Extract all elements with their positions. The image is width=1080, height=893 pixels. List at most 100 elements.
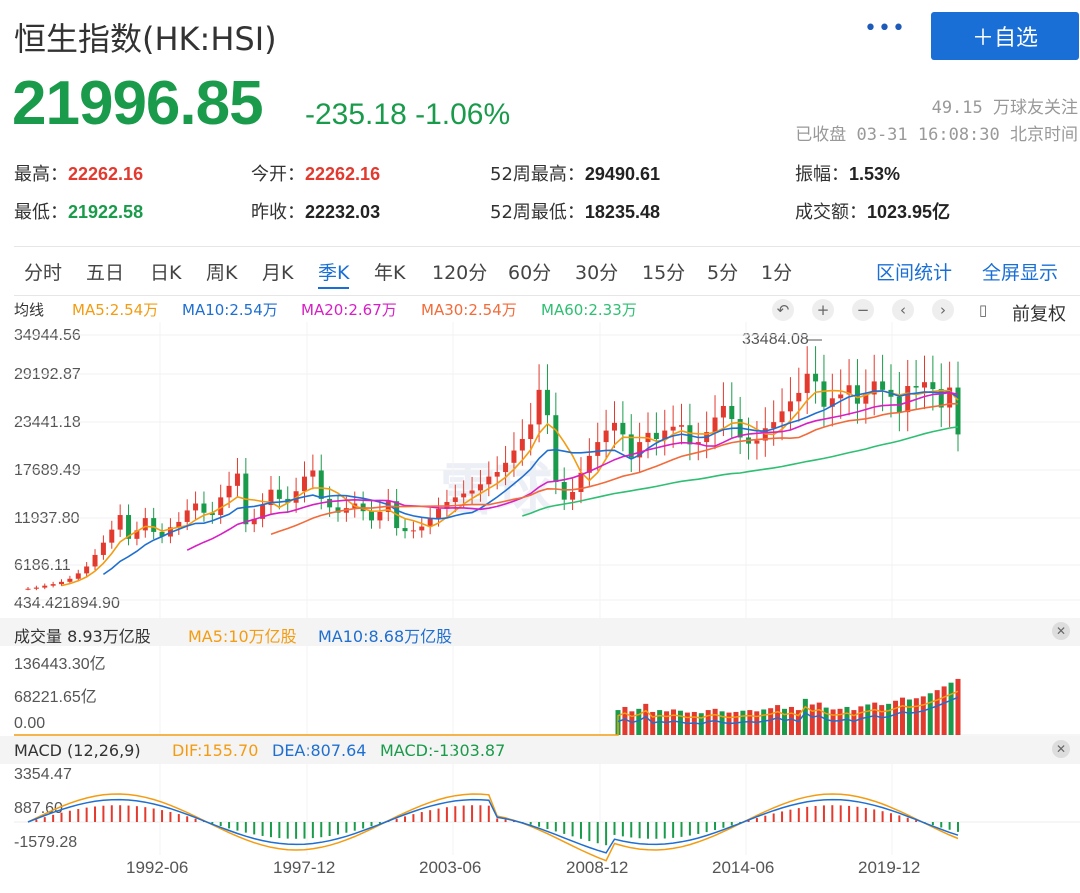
stat-open: 今开：22262.16: [251, 164, 381, 185]
candle-body: [620, 422, 626, 435]
period-tabs: 分时 五日 日K 周K 月K 季K 年K 120分 60分 30分 15分 5分…: [14, 246, 1080, 296]
volume-bar: [761, 709, 767, 735]
volume-bar: [643, 703, 649, 735]
candle-body: [276, 489, 282, 499]
volume-bar: [934, 690, 940, 735]
volume-bar: [899, 697, 905, 735]
candle-body: [402, 528, 408, 532]
macd-dea-label: DEA:807.64: [272, 741, 367, 760]
add-watchlist-button[interactable]: ＋自选: [931, 12, 1079, 60]
candle-body: [729, 405, 735, 420]
candle-body: [436, 508, 442, 519]
x-tick-label: 2014-06: [712, 858, 775, 877]
volume-bar: [795, 710, 801, 735]
x-tick-label: 2019-12: [858, 858, 921, 877]
candle-body: [209, 512, 215, 516]
scroll-left-icon[interactable]: ‹: [892, 299, 914, 321]
range-stats-link[interactable]: 区间统计: [876, 262, 953, 284]
candle-body: [234, 473, 240, 486]
quote-header: 恒生指数(HK:HSI) ••• ＋自选 21996.85 -235.18 -1…: [0, 0, 1080, 240]
candle-body: [662, 430, 668, 440]
volume-bar: [657, 710, 663, 735]
candle-body: [92, 554, 98, 567]
volume-bar: [893, 700, 899, 735]
candle-body: [804, 373, 810, 393]
stat-amplitude: 振幅：1.53%: [795, 164, 901, 185]
stat-turnover: 成交额：1023.95亿: [795, 202, 951, 223]
candle-body: [310, 470, 316, 477]
tab-yearly-k[interactable]: 年K: [374, 262, 406, 284]
ma-line: [61, 389, 959, 587]
adjust-type-select[interactable]: 前复权: [1012, 304, 1066, 325]
candle-body: [301, 476, 307, 492]
candle-body: [863, 394, 869, 404]
candle-body: [930, 382, 936, 390]
tab-5day[interactable]: 五日: [86, 262, 125, 284]
market-status: 已收盘 03-31 16:08:30 北京时间: [795, 125, 1078, 145]
candle-body: [921, 382, 927, 388]
candle-body: [410, 530, 416, 532]
y-tick-label: 0.00: [14, 715, 46, 732]
volume-bar: [830, 709, 836, 735]
y-tick-label: 3354.47: [14, 766, 72, 783]
volume-ma5-line: [14, 690, 959, 736]
scroll-right-icon[interactable]: ›: [932, 299, 954, 321]
candle-body: [335, 507, 341, 513]
x-tick-label: 1992-06: [126, 858, 189, 877]
candle-body: [201, 503, 207, 513]
candle-body: [578, 472, 584, 492]
tab-daily-k[interactable]: 日K: [150, 262, 182, 284]
candle-body: [251, 518, 257, 525]
candle-body: [117, 515, 123, 530]
close-volume-icon[interactable]: ✕: [1052, 622, 1070, 640]
tab-60min[interactable]: 60分: [508, 262, 552, 284]
volume-bar: [775, 705, 781, 735]
candle-body: [503, 462, 509, 473]
candle-body: [846, 385, 852, 395]
tab-5min[interactable]: 5分: [707, 262, 739, 284]
candle-body: [570, 491, 576, 500]
candle-body: [871, 381, 877, 395]
candle-body: [126, 515, 132, 539]
tab-30min[interactable]: 30分: [575, 262, 619, 284]
candle-body: [25, 588, 31, 590]
ma-line: [522, 426, 959, 517]
tab-15min[interactable]: 15分: [642, 262, 686, 284]
volume-bar: [740, 710, 746, 735]
candle-body: [679, 425, 685, 427]
candle-body: [955, 387, 961, 435]
tab-weekly-k[interactable]: 周K: [206, 262, 238, 284]
tab-120min[interactable]: 120分: [432, 262, 488, 284]
tab-quarterly-k[interactable]: 季K: [318, 258, 350, 289]
macd-value-label: MACD:-1303.87: [380, 741, 506, 760]
price-change: -235.18 -1.06%: [305, 98, 511, 131]
volume-bar: [768, 708, 774, 735]
candle-body: [813, 373, 819, 382]
candle-body: [134, 530, 140, 539]
candle-body: [771, 422, 777, 429]
candle-body: [327, 498, 333, 508]
zoom-in-icon[interactable]: +: [812, 299, 834, 321]
macd-dea-line: [27, 798, 959, 854]
candle-style-icon[interactable]: ▯: [978, 301, 988, 319]
tab-monthly-k[interactable]: 月K: [262, 262, 294, 284]
tab-intraday[interactable]: 分时: [24, 262, 63, 284]
current-price: 21996.85: [12, 69, 264, 138]
volume-bar: [636, 708, 642, 735]
ma5-legend: MA5:2.54万: [72, 301, 159, 319]
tab-1min[interactable]: 1分: [761, 262, 793, 284]
low-annotation: 1894.90: [62, 595, 120, 612]
candle-body: [561, 482, 567, 500]
zoom-out-icon[interactable]: −: [852, 299, 874, 321]
undo-icon[interactable]: ↶: [772, 299, 794, 321]
close-macd-icon[interactable]: ✕: [1052, 740, 1070, 758]
fullscreen-link[interactable]: 全屏显示: [982, 262, 1059, 284]
candle-body: [461, 493, 467, 498]
candle-body: [159, 531, 165, 537]
candle-body: [494, 472, 500, 477]
x-tick-label: 1997-12: [273, 858, 336, 877]
volume-bar: [941, 686, 947, 735]
candle-body: [519, 439, 525, 451]
more-options-icon[interactable]: •••: [864, 16, 906, 41]
